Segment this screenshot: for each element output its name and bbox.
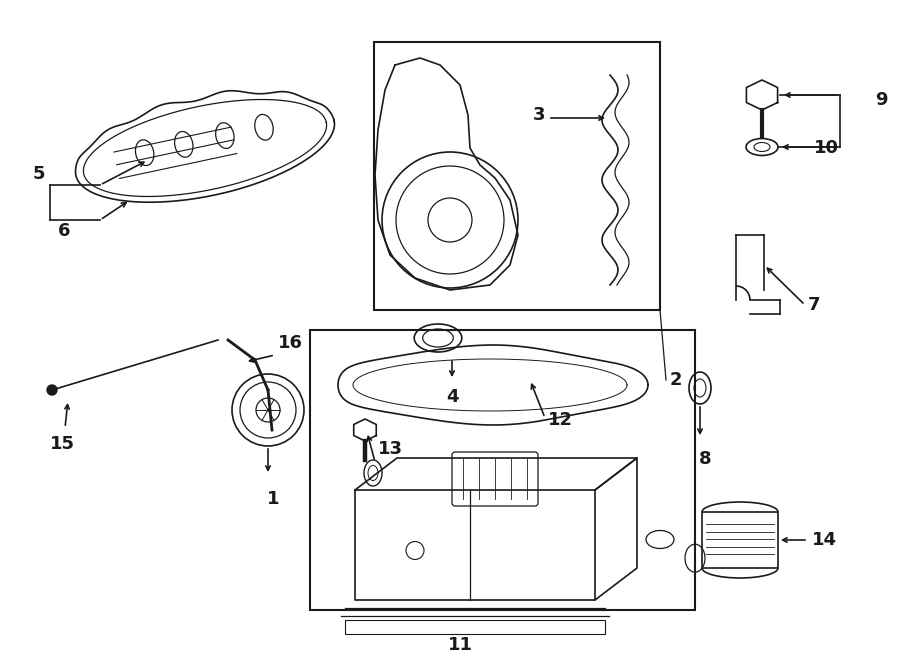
Text: 9: 9 bbox=[875, 91, 887, 109]
Text: 16: 16 bbox=[278, 334, 303, 352]
Text: 7: 7 bbox=[808, 296, 821, 314]
Text: 1: 1 bbox=[266, 490, 279, 508]
Bar bbox=[374, 42, 660, 310]
Text: 3: 3 bbox=[533, 106, 545, 124]
Bar bbox=[702, 512, 778, 568]
Bar bbox=[310, 330, 695, 610]
Text: 12: 12 bbox=[548, 411, 573, 429]
Text: 13: 13 bbox=[378, 440, 403, 458]
Text: 5: 5 bbox=[32, 165, 45, 183]
Text: 4: 4 bbox=[446, 388, 458, 406]
Circle shape bbox=[47, 385, 57, 395]
Text: 8: 8 bbox=[698, 450, 711, 468]
Text: 11: 11 bbox=[447, 636, 473, 654]
Text: 14: 14 bbox=[812, 531, 837, 549]
Bar bbox=[345, 620, 605, 634]
Text: 2: 2 bbox=[670, 371, 682, 389]
Text: 10: 10 bbox=[814, 139, 839, 157]
Text: 6: 6 bbox=[58, 222, 70, 240]
Text: 15: 15 bbox=[50, 435, 75, 453]
